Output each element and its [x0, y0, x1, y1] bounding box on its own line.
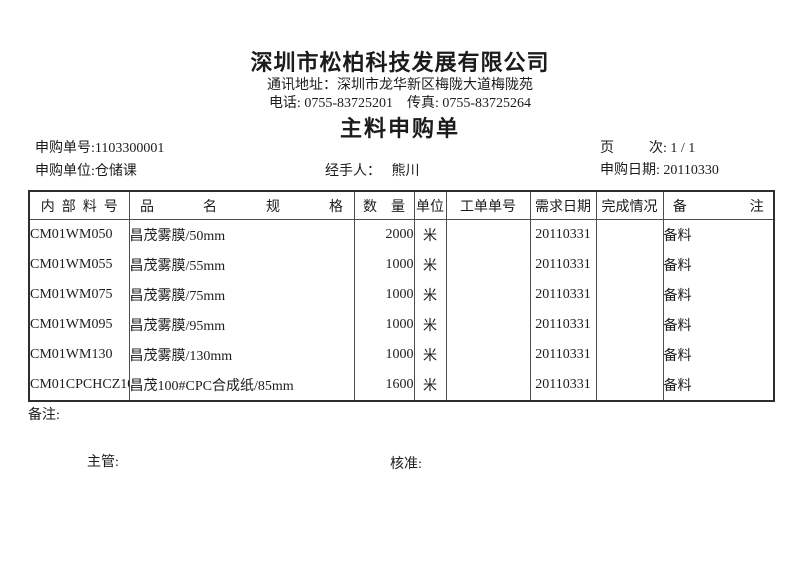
cell-demand-date: 20110331	[529, 310, 596, 340]
cell-name-spec: 昌茂雾膜/130mm	[128, 340, 354, 370]
request-date: 申购日期: 20110330	[600, 162, 719, 179]
col-header-work-order: 工单单号	[445, 191, 530, 220]
requesting-unit-label: 申购单位:	[35, 164, 95, 179]
request-date-label: 申购日期:	[600, 163, 660, 178]
cell-name-spec: 昌茂雾膜/55mm	[128, 250, 354, 280]
page-number: 页 次: 1 / 1	[600, 140, 695, 157]
handler-label: 经手人：	[325, 164, 381, 179]
cell-quantity: 1000	[353, 280, 414, 310]
cell-name-spec: 昌茂100#CPC合成纸/85mm	[128, 370, 354, 401]
order-number: 申购单号:1103300001	[35, 140, 164, 157]
cell-part-no: CM01WM055	[30, 257, 113, 272]
cell-part-no: CM01WM050	[30, 227, 113, 242]
document-header: 深圳市松柏科技发展有限公司 通讯地址：深圳市龙华新区梅陇大道梅陇苑 电话: 07…	[0, 50, 800, 141]
cell-unit: 米	[413, 340, 446, 370]
cell-work-order	[445, 370, 530, 401]
cell-remark: 备料	[662, 370, 774, 401]
table-row: CM01CPCHCZ100 昌茂100#CPC合成纸/85mm 1600 米 2…	[29, 370, 774, 401]
requesting-unit: 申购单位:仓储课	[35, 163, 137, 180]
cell-demand-date: 20110331	[529, 340, 596, 370]
cell-name-spec: 昌茂雾膜/50mm	[128, 219, 354, 250]
cell-quantity: 2000	[353, 219, 414, 250]
cell-remark: 备料	[662, 219, 774, 250]
table-row: CM01WM130 昌茂雾膜/130mm 1000 米 20110331 备料	[29, 340, 774, 370]
order-number-value: 1103300001	[94, 141, 165, 156]
cell-unit: 米	[413, 280, 446, 310]
col-header-quantity: 数 量	[353, 191, 414, 220]
table-row: CM01WM050 昌茂雾膜/50mm 2000 米 20110331 备料	[29, 219, 774, 250]
cell-status	[595, 310, 663, 340]
table-row: CM01WM095 昌茂雾膜/95mm 1000 米 20110331 备料	[29, 310, 774, 340]
request-date-value: 20110330	[659, 163, 719, 178]
cell-demand-date: 20110331	[529, 250, 596, 280]
cell-part-no: CM01WM095	[30, 317, 113, 332]
handler-value: 熊川	[381, 164, 420, 179]
supervisor-signature-label: 主管:	[87, 455, 119, 470]
cell-work-order	[445, 310, 530, 340]
form-title: 主料申购单	[339, 116, 460, 141]
cell-unit: 米	[413, 310, 446, 340]
cell-part-no: CM01WM130	[30, 347, 113, 362]
table-row: CM01WM055 昌茂雾膜/55mm 1000 米 20110331 备料	[29, 250, 774, 280]
requesting-unit-value: 仓储课	[94, 164, 137, 179]
cell-work-order	[445, 280, 530, 310]
cell-part-no: CM01WM075	[30, 287, 113, 302]
cell-quantity: 1000	[353, 250, 414, 280]
col-header-status: 完成情况	[595, 191, 663, 220]
col-header-remark: 备 注	[662, 191, 774, 220]
page-number-label: 页 次:	[600, 141, 667, 156]
cell-status	[595, 370, 663, 401]
cell-part-no: CM01CPCHCZ100	[30, 377, 129, 392]
cell-status	[595, 280, 663, 310]
cell-status	[595, 250, 663, 280]
cell-name-spec: 昌茂雾膜/95mm	[128, 310, 354, 340]
cell-unit: 米	[413, 219, 446, 250]
remarks-label: 备注:	[28, 408, 60, 423]
table-header-row: 内 部 料 号 品 名 规 格 数 量 单位 工单单号 需求日期 完成情况 备 …	[29, 191, 774, 220]
cell-remark: 备料	[662, 340, 774, 370]
cell-quantity: 1600	[353, 370, 414, 401]
table-row: CM01WM075 昌茂雾膜/75mm 1000 米 20110331 备料	[29, 280, 774, 310]
cell-remark: 备料	[662, 280, 774, 310]
cell-status	[595, 219, 663, 250]
cell-remark: 备料	[662, 250, 774, 280]
cell-demand-date: 20110331	[529, 280, 596, 310]
col-header-name-spec: 品 名 规 格	[128, 191, 354, 220]
page-number-value: 1 / 1	[666, 141, 696, 156]
cell-quantity: 1000	[353, 310, 414, 340]
approver-signature-label: 核准:	[390, 457, 422, 472]
col-header-unit: 单位	[413, 191, 446, 220]
cell-work-order	[445, 219, 530, 250]
cell-name-spec: 昌茂雾膜/75mm	[128, 280, 354, 310]
cell-unit: 米	[413, 370, 446, 401]
cell-unit: 米	[413, 250, 446, 280]
handler: 经手人： 熊川	[325, 163, 420, 180]
col-header-demand-date: 需求日期	[529, 191, 596, 220]
col-header-part-no: 内 部 料 号	[29, 191, 129, 220]
company-phone-fax: 电话: 0755-83725201 传真: 0755-83725264	[268, 96, 532, 111]
order-number-label: 申购单号:	[35, 141, 95, 156]
cell-quantity: 1000	[353, 340, 414, 370]
cell-work-order	[445, 250, 530, 280]
company-address: 通讯地址：深圳市龙华新区梅陇大道梅陇苑	[267, 78, 533, 93]
items-table: 内 部 料 号 品 名 规 格 数 量 单位 工单单号 需求日期 完成情况 备 …	[28, 190, 775, 402]
cell-status	[595, 340, 663, 370]
cell-remark: 备料	[662, 310, 774, 340]
cell-demand-date: 20110331	[529, 219, 596, 250]
company-name: 深圳市松柏科技发展有限公司	[250, 50, 550, 75]
cell-demand-date: 20110331	[529, 370, 596, 401]
cell-work-order	[445, 340, 530, 370]
